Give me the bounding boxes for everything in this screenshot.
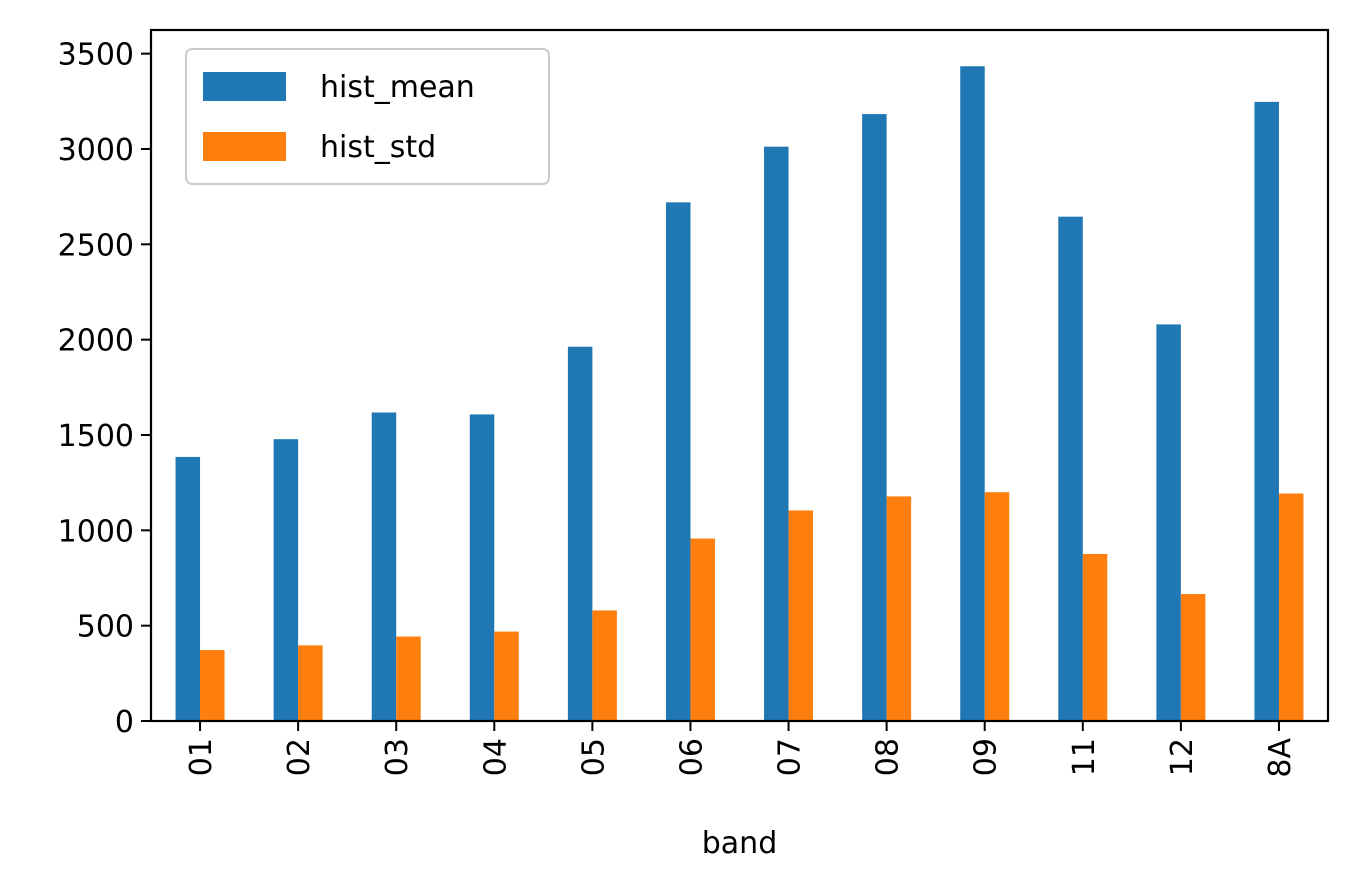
bar-hist_std-09 xyxy=(984,492,1010,721)
x-tick-label-05: 05 xyxy=(576,738,611,776)
bar-hist_std-12 xyxy=(1180,594,1206,721)
bar-hist_mean-06 xyxy=(665,202,691,721)
y-tick-label: 2500 xyxy=(58,228,134,263)
legend-label-hist_mean: hist_mean xyxy=(320,70,475,105)
bar-hist_mean-08 xyxy=(862,114,887,722)
y-tick-label: 3500 xyxy=(58,38,134,73)
plot-frame xyxy=(149,28,1330,723)
bar-hist_mean-02 xyxy=(273,439,299,721)
x-tick-label-01: 01 xyxy=(184,738,219,776)
bar-hist_std-07 xyxy=(788,510,814,721)
legend-swatch-hist_std xyxy=(203,132,286,161)
x-tick-label-02: 02 xyxy=(282,738,317,776)
y-tick-label: 500 xyxy=(77,610,134,645)
x-tick-label-09: 09 xyxy=(969,738,1004,776)
bar-hist_std-03 xyxy=(396,636,421,721)
legend-label-hist_std: hist_std xyxy=(320,130,436,165)
legend-swatch-hist_mean xyxy=(203,72,286,101)
x-axis-label: band xyxy=(702,826,777,861)
y-axis: 0 500 1000 1500 2000 2500 3000 3500 xyxy=(58,38,151,740)
y-tick-label: 3000 xyxy=(58,133,134,168)
bar-hist_mean-11 xyxy=(1058,216,1083,722)
legend: hist_mean hist_std xyxy=(185,48,550,185)
x-tick-label-03: 03 xyxy=(380,738,415,776)
x-tick-label-06: 06 xyxy=(674,738,709,776)
bar-hist_mean-05 xyxy=(567,346,593,721)
y-tick-label: 0 xyxy=(115,705,134,740)
x-tick-label-11: 11 xyxy=(1067,738,1102,776)
bar-hist_std-04 xyxy=(494,631,519,721)
bar-hist_mean-8A xyxy=(1254,101,1279,721)
bar-hist_mean-07 xyxy=(764,146,789,721)
x-tick-label-04: 04 xyxy=(478,738,513,776)
x-tick-label-12: 12 xyxy=(1165,738,1200,776)
x-tick-label-08: 08 xyxy=(871,738,906,776)
bar-hist_std-11 xyxy=(1082,553,1108,721)
y-tick-label: 2000 xyxy=(58,324,134,359)
bar-hist_std-02 xyxy=(298,645,323,721)
bar-hist_std-08 xyxy=(886,496,912,721)
bars-layer xyxy=(175,66,1304,722)
bar-hist_mean-09 xyxy=(960,66,985,722)
y-tick-label: 1500 xyxy=(58,419,134,454)
bar-hist_mean-03 xyxy=(371,412,397,721)
bar-hist_mean-04 xyxy=(469,414,495,721)
bar-hist_mean-01 xyxy=(175,456,201,721)
bar-hist_std-01 xyxy=(200,650,225,721)
x-tick-label-8A: 8A xyxy=(1263,738,1298,778)
bar-hist_mean-12 xyxy=(1156,324,1181,721)
x-axis: 01 02 03 04 05 06 07 08 09 11 12 8A xyxy=(184,721,1298,778)
bar-hist_std-8A xyxy=(1278,493,1304,721)
x-tick-label-07: 07 xyxy=(773,738,808,776)
bar-hist_std-05 xyxy=(592,610,617,721)
y-tick-label: 1000 xyxy=(58,514,134,549)
bar-hist_std-06 xyxy=(690,538,715,721)
